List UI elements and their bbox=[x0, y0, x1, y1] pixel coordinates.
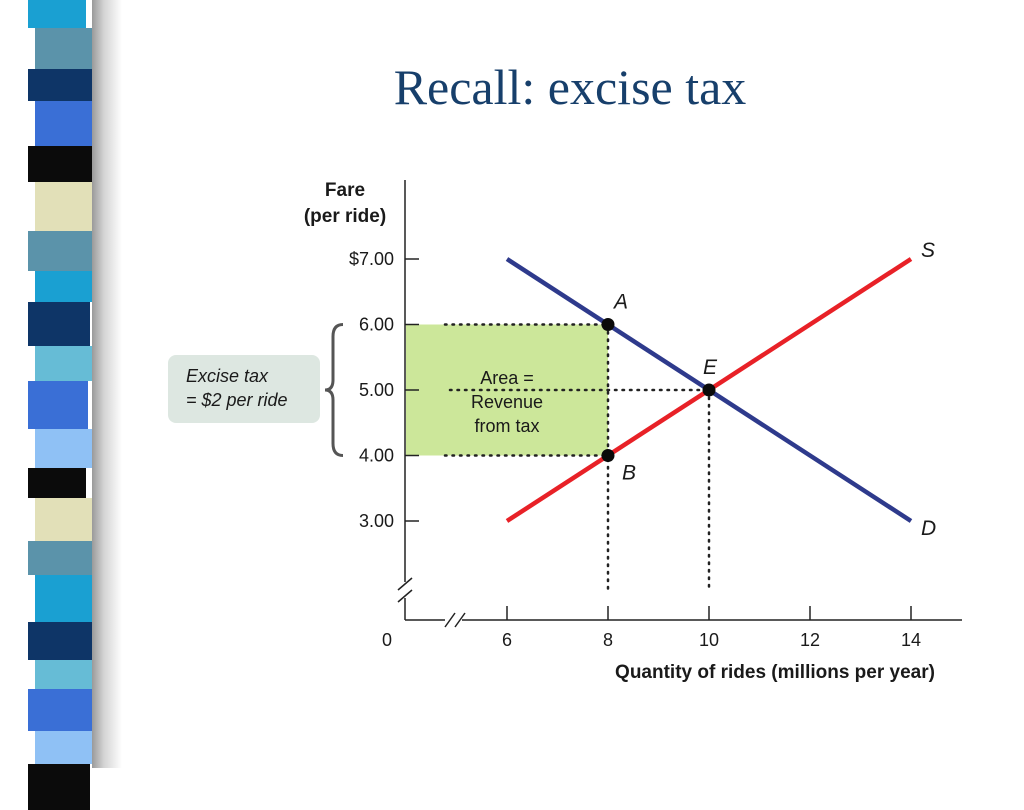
y-tick-label: 6.00 bbox=[359, 315, 394, 335]
callout-line-1: Excise tax bbox=[186, 366, 269, 386]
deco-block bbox=[35, 429, 100, 468]
revenue-area-label-2: Revenue bbox=[471, 392, 543, 412]
point-E bbox=[702, 383, 716, 397]
deco-block bbox=[28, 764, 90, 810]
point-B bbox=[601, 449, 615, 462]
x-tick-label: 10 bbox=[699, 630, 719, 650]
x-tick-label: 14 bbox=[901, 630, 921, 650]
deco-block bbox=[28, 541, 96, 575]
x-origin-label: 0 bbox=[382, 630, 392, 650]
deco-block bbox=[28, 689, 92, 731]
y-tick-label: 5.00 bbox=[359, 380, 394, 400]
deco-block bbox=[35, 101, 96, 146]
x-axis-break-mark bbox=[444, 612, 456, 628]
deco-block bbox=[35, 575, 96, 622]
revenue-area-label-1: Area = bbox=[480, 368, 534, 388]
deco-block bbox=[28, 231, 92, 271]
point-label-B: B bbox=[622, 462, 636, 485]
deco-block bbox=[28, 0, 86, 28]
y-tick-label: 4.00 bbox=[359, 446, 394, 466]
slide-title: Recall: excise tax bbox=[393, 59, 747, 115]
y-axis-title-line2: (per ride) bbox=[304, 206, 386, 227]
y-tick-label: $7.00 bbox=[349, 249, 394, 269]
deco-block bbox=[35, 498, 98, 541]
supply-label: S bbox=[921, 239, 935, 262]
point-A bbox=[601, 318, 615, 331]
deco-block bbox=[35, 346, 102, 381]
deco-block bbox=[35, 182, 94, 231]
deco-block bbox=[28, 622, 94, 660]
x-tick-label: 8 bbox=[603, 630, 613, 650]
y-axis-title-line1: Fare bbox=[325, 180, 365, 201]
callout-line-2: = $2 per ride bbox=[186, 390, 288, 410]
deco-block bbox=[28, 302, 90, 346]
excise-tax-callout: Excise tax = $2 per ride bbox=[168, 355, 320, 423]
tax-range-brace bbox=[324, 323, 344, 457]
x-axis-title: Quantity of rides (millions per year) bbox=[615, 662, 935, 683]
x-tick-label: 12 bbox=[800, 630, 820, 650]
deco-block bbox=[28, 381, 88, 429]
x-tick-label: 6 bbox=[502, 630, 512, 650]
deco-block bbox=[28, 69, 96, 101]
revenue-area-label-3: from tax bbox=[474, 416, 539, 436]
strip-shadow bbox=[92, 0, 122, 768]
y-tick-label: 3.00 bbox=[359, 511, 394, 531]
deco-block bbox=[28, 146, 94, 182]
point-label-A: A bbox=[612, 291, 628, 314]
y-axis-break-mark bbox=[397, 589, 413, 603]
deco-block bbox=[28, 468, 86, 498]
deco-block bbox=[35, 28, 98, 69]
revenue-area bbox=[406, 324, 608, 456]
demand-label: D bbox=[921, 517, 936, 540]
deco-block bbox=[35, 660, 94, 689]
x-axis-break-mark bbox=[454, 612, 466, 628]
point-label-E: E bbox=[703, 356, 718, 379]
excise-tax-chart: Fare (per ride) Quantity of rides (milli… bbox=[304, 180, 962, 683]
y-axis-break-mark bbox=[397, 577, 413, 591]
